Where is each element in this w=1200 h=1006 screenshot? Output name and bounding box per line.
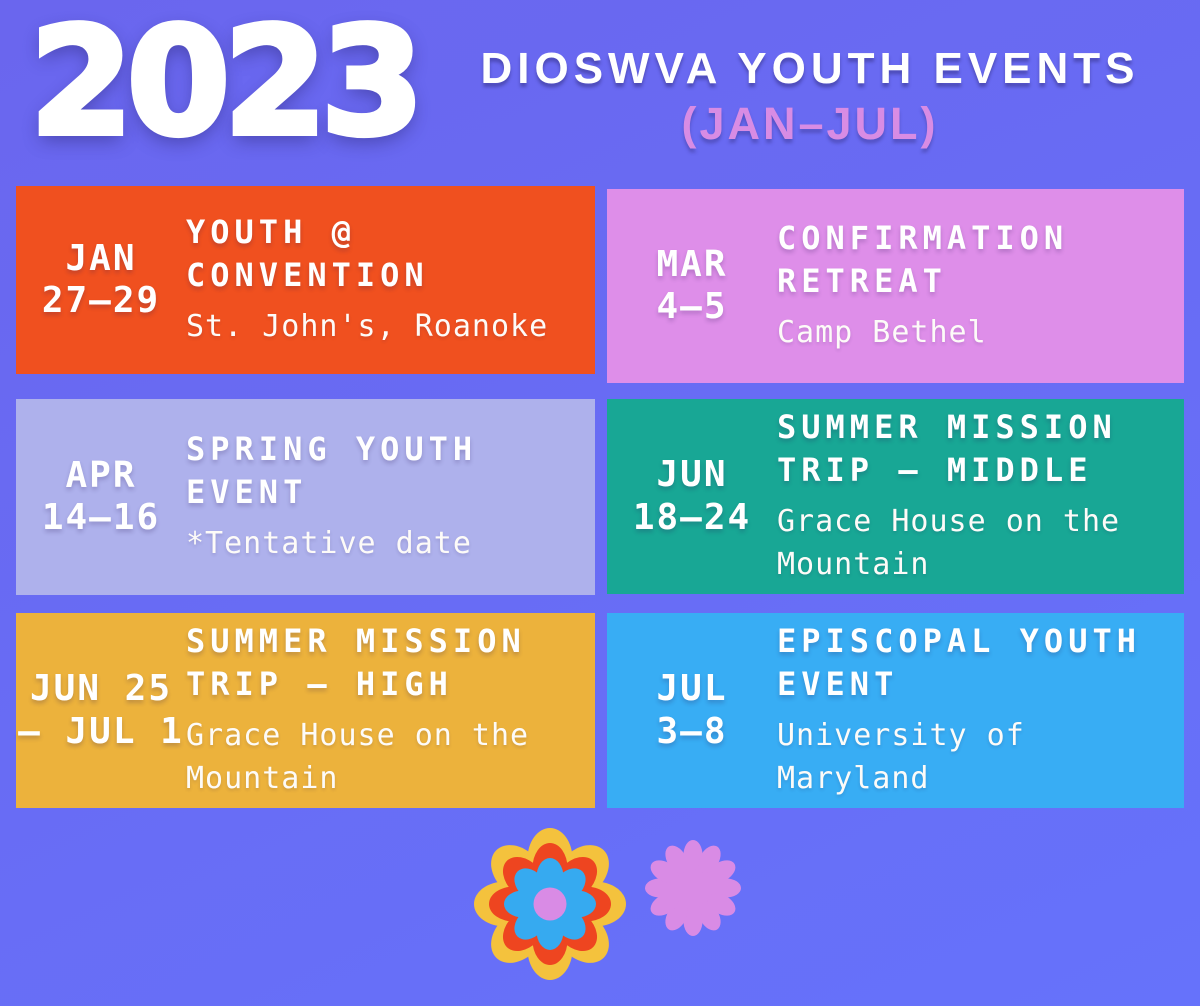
- starburst-petals: [645, 840, 741, 936]
- event-location: Grace House on the Mountain: [186, 717, 530, 797]
- event-title: YOUTH @ CONVENTION: [186, 213, 429, 295]
- event-content: YOUTH @ CONVENTION St. John's, Roanoke: [186, 211, 595, 348]
- page-title: DIOSWVA YOUTH EVENTS: [480, 44, 1140, 93]
- event-card-summer-mission-middle: JUN 18–24 SUMMER MISSION TRIP – MIDDLE G…: [607, 399, 1184, 594]
- event-title: SUMMER MISSION TRIP – MIDDLE: [777, 408, 1117, 489]
- event-title: SPRING YOUTH EVENT: [186, 430, 478, 512]
- flower-icon: [474, 828, 626, 980]
- event-date: JUN 18–24: [632, 454, 752, 538]
- event-title: SUMMER MISSION TRIP – HIGH: [186, 622, 526, 703]
- header: DIOSWVA YOUTH EVENTS (JAN–JUL): [450, 44, 1170, 150]
- event-date: JUN 25 – JUL 1: [18, 668, 184, 752]
- year-text: 2023: [27, 0, 427, 168]
- event-title: EPISCOPAL YOUTH EVENT: [777, 622, 1141, 703]
- event-content: SUMMER MISSION TRIP – MIDDLE Grace House…: [777, 406, 1184, 587]
- event-content: SUMMER MISSION TRIP – HIGH Grace House o…: [186, 620, 595, 801]
- event-card-spring-youth-event: APR 14–16 SPRING YOUTH EVENT *Tentative …: [16, 399, 595, 595]
- event-card-confirmation-retreat: MAR 4–5 CONFIRMATION RETREAT Camp Bethel: [607, 189, 1184, 383]
- event-date: JUL 3–8: [656, 668, 728, 752]
- event-location: Camp Bethel: [777, 315, 987, 351]
- event-location: University of Maryland: [777, 717, 1025, 797]
- starburst-icon: [645, 840, 741, 936]
- event-content: SPRING YOUTH EVENT *Tentative date: [186, 428, 595, 565]
- event-location: Grace House on the Mountain: [777, 503, 1121, 583]
- event-date: MAR 4–5: [656, 243, 728, 327]
- event-content: CONFIRMATION RETREAT Camp Bethel: [777, 217, 1184, 354]
- flower-center: [533, 887, 567, 921]
- event-card-episcopal-youth-event: JUL 3–8 EPISCOPAL YOUTH EVENT University…: [607, 613, 1184, 808]
- event-title: CONFIRMATION RETREAT: [777, 219, 1069, 301]
- event-card-youth-at-convention: JAN 27–29 YOUTH @ CONVENTION St. John's,…: [16, 186, 595, 374]
- event-date: JAN 27–29: [41, 237, 161, 321]
- event-location: *Tentative date: [186, 526, 472, 562]
- event-card-summer-mission-high: JUN 25 – JUL 1 SUMMER MISSION TRIP – HIG…: [16, 613, 595, 808]
- event-location: St. John's, Roanoke: [186, 309, 549, 345]
- page-subtitle: (JAN–JUL): [681, 98, 939, 150]
- event-content: EPISCOPAL YOUTH EVENT University of Mary…: [777, 620, 1184, 801]
- event-date: APR 14–16: [41, 454, 161, 538]
